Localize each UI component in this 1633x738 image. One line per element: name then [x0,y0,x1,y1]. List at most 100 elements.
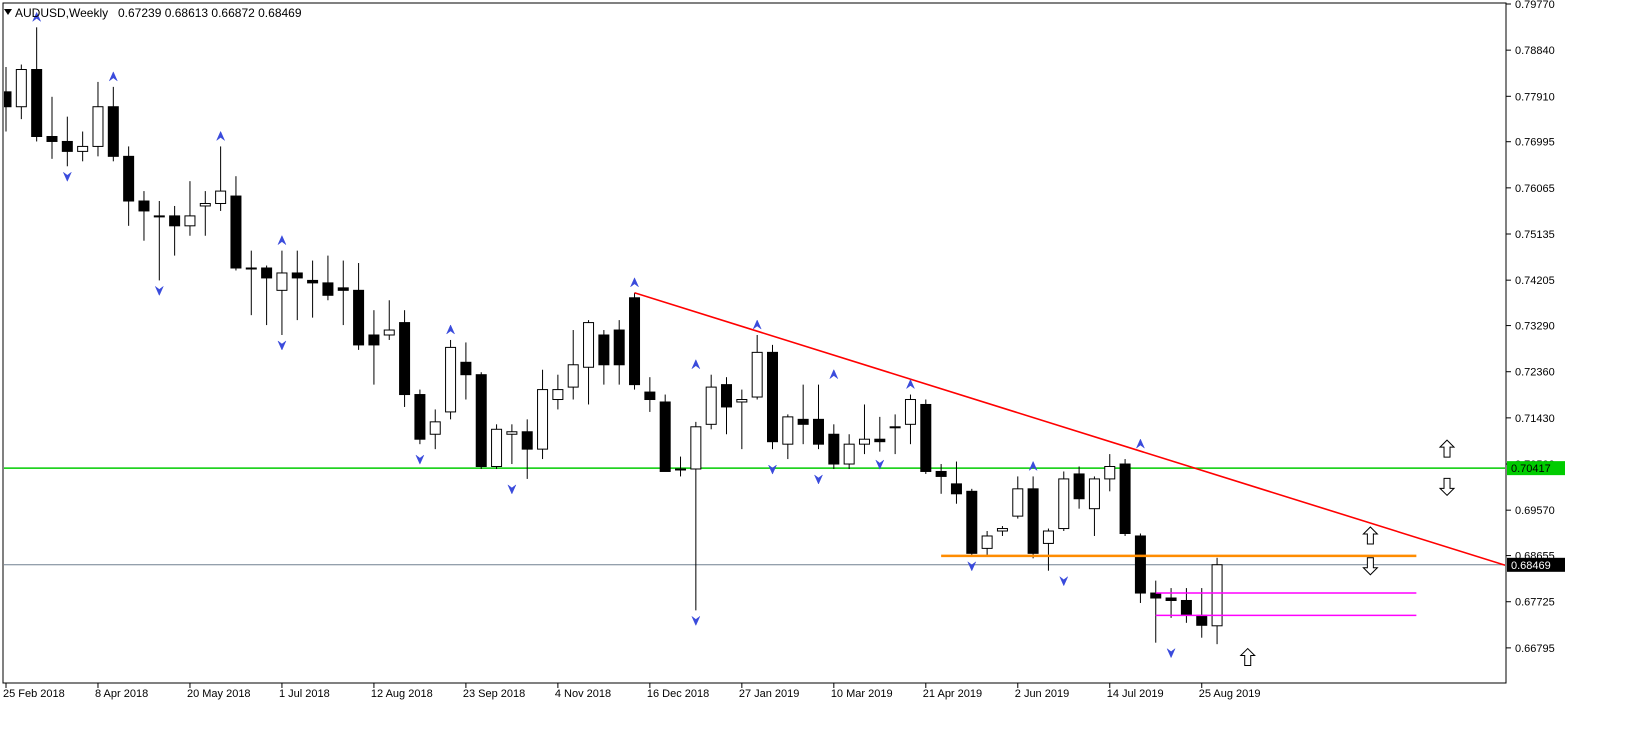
candle-body-bullish [1104,466,1116,480]
candle-body-bullish [675,468,687,471]
candle [950,461,962,504]
candle-body-bullish [736,399,748,403]
fractal-up-icon [752,319,762,330]
fractal-up-icon [216,130,226,142]
candle-body-bearish [414,394,426,440]
time-tick-label: 4 Nov 2018 [555,688,611,700]
arrow-down-icon[interactable] [1438,477,1456,497]
fractal-up-icon [277,235,287,246]
fractal-up-icon [691,359,701,370]
arrow-up-icon[interactable] [1438,439,1456,458]
candle [445,339,457,420]
price-tick-label: 0.78840 [1515,45,1555,57]
candle [491,424,503,469]
candle [1211,557,1223,645]
symbol-timeframe: AUDUSD,Weekly [15,6,108,20]
trendline[interactable] [634,292,1555,581]
candle-body-bearish [1165,597,1177,601]
signal-arrow-shape [1239,647,1256,667]
candle [353,263,365,350]
candle [215,146,227,211]
candle [1119,459,1131,536]
candle-body-bearish [659,401,671,472]
price-tick-label: 0.76065 [1515,183,1555,195]
fractal-down-shape [691,615,701,627]
time-tick-label: 8 Apr 2018 [95,688,148,700]
candle-body-bullish [981,535,993,549]
candle-body-bearish [920,403,932,472]
candle-body-bearish [138,200,150,212]
candle-body-bearish [935,470,947,477]
candle [537,369,549,460]
current-price-label-text: 0.68469 [1511,560,1551,572]
candle [245,250,257,316]
resistance-price-label: 0.70417 [1507,461,1565,476]
signal-arrow-shape [1438,439,1456,458]
resistance-label-text: 0.70417 [1511,463,1551,475]
candle [567,330,579,400]
candle [782,414,794,460]
candle-body-bullish [1012,488,1024,517]
candle [169,205,181,256]
candle-body-bullish [537,389,549,450]
candle-body-bearish [460,361,472,376]
candle-body-bullish [1088,478,1100,510]
candle [460,342,472,400]
candle [15,64,27,120]
price-tick-label: 0.79770 [1515,0,1555,11]
time-tick-label: 14 Jul 2019 [1107,688,1164,700]
candle [107,86,119,162]
price-tick-label: 0.74205 [1515,275,1555,287]
candle [843,434,855,469]
candle-body-bullish [77,145,89,152]
candle [920,399,932,474]
candle [1196,588,1208,638]
candle-body-bullish [215,190,227,204]
fractal-up-shape [829,369,839,380]
arrow-down-icon[interactable] [1362,557,1379,576]
price-tick-label: 0.75135 [1515,229,1555,241]
time-tick-label: 16 Dec 2018 [647,688,709,700]
fractal-up-shape [629,277,640,288]
fractal-down-shape [875,459,885,470]
candle-body-bearish [966,490,978,554]
fractal-up-shape [752,319,762,330]
candle [337,260,349,326]
candle [1042,528,1054,571]
arrow-up-icon[interactable] [1362,526,1379,545]
candle-body-bearish [598,334,610,366]
candle [828,424,840,469]
candle-body-bearish [1027,488,1039,554]
fractal-down-shape [507,484,517,495]
candle [751,334,763,400]
time-tick-label: 2 Jun 2019 [1015,688,1069,700]
fractal-up-shape [277,235,287,246]
candle-body-bullish [782,416,794,445]
price-axis: 0.79770 0.78840 0.77910 0.76995 0.76065 0.751… [1506,0,1555,655]
chart-header: AUDUSD,Weekly 0.67239 0.68613 0.66872 0.… [4,6,302,20]
symbol-dropdown-icon[interactable] [4,9,12,15]
candle-body-bearish [1073,473,1085,500]
candle [383,300,395,340]
candle-body-bearish [123,155,135,202]
fractal-up-icon [445,324,456,335]
arrow-up-icon[interactable] [1239,647,1256,667]
time-tick-label: 21 Apr 2019 [923,688,982,700]
candle [184,181,196,236]
plot-area [2,2,1555,684]
time-tick-label: 25 Aug 2019 [1199,688,1261,700]
price-tick-label: 0.77910 [1515,91,1555,103]
candle [598,330,610,385]
candle-body-bullish [690,426,702,470]
fractal-up-shape [1028,460,1038,472]
fractal-up-shape [445,324,456,335]
candle [889,414,901,455]
plot-content [4,11,1555,667]
candle [261,265,273,326]
candle-body-bearish [828,433,840,465]
candle [690,421,702,611]
candle [659,394,671,472]
candle-body-bearish [46,135,58,142]
